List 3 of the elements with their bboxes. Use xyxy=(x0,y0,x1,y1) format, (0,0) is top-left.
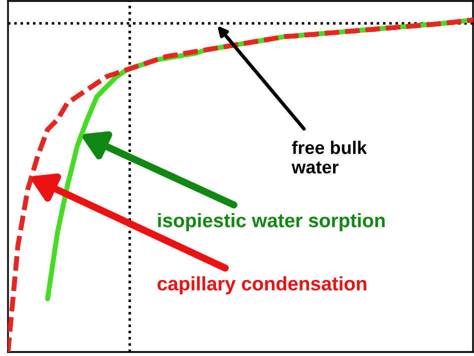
annotation: capillary condensation xyxy=(158,276,366,294)
annotation: free bulk water xyxy=(292,140,367,174)
annotation: isopiestic water sorption xyxy=(158,213,385,232)
